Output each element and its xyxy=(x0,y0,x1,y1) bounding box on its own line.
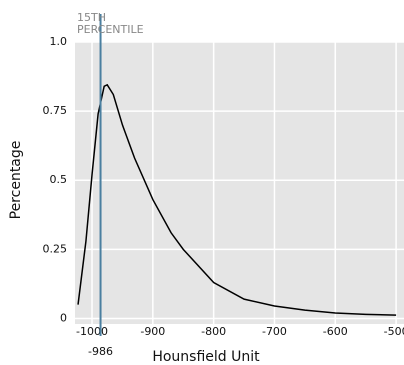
plot-background xyxy=(75,42,404,324)
x-axis-label: Hounsfield Unit xyxy=(152,349,260,365)
x-tick-label: -700 xyxy=(262,325,287,338)
x-tick-label: -500 xyxy=(384,325,404,338)
x-tick-label: -800 xyxy=(201,325,226,338)
x-tick-label: -600 xyxy=(323,325,348,338)
line xyxy=(77,83,397,316)
y-tick-label: 0.5 xyxy=(50,173,68,186)
annotation-text: 15TH xyxy=(77,11,106,24)
annotation-value: -986 xyxy=(88,345,113,358)
y-axis-label: Percentage xyxy=(8,141,24,220)
y-tick-label: 0.25 xyxy=(43,242,68,255)
annotation-text: PERCENTILE xyxy=(77,23,144,36)
x-tick-label: -900 xyxy=(140,325,165,338)
y-tick-label: 0 xyxy=(60,311,67,324)
y-tick-label: 0.75 xyxy=(43,104,68,117)
y-tick-label: 1.0 xyxy=(50,35,68,48)
x-tick-label: -1000 xyxy=(76,325,108,338)
